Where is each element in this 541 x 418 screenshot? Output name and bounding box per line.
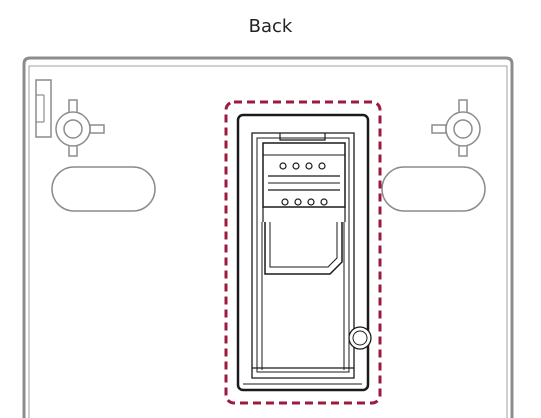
highlight-outline [224,100,382,405]
page-title: Back [248,16,293,37]
mounting-cross-icon [431,99,481,157]
release-knob [348,326,372,350]
mounting-slot-left [51,166,156,212]
device-panel-outline [22,56,514,418]
device-panel-inner-edge [28,65,508,418]
mounting-cross-icon [55,99,105,157]
side-clip [35,79,52,138]
mounting-slot-right [381,166,486,212]
sim-card-icon [262,142,346,275]
